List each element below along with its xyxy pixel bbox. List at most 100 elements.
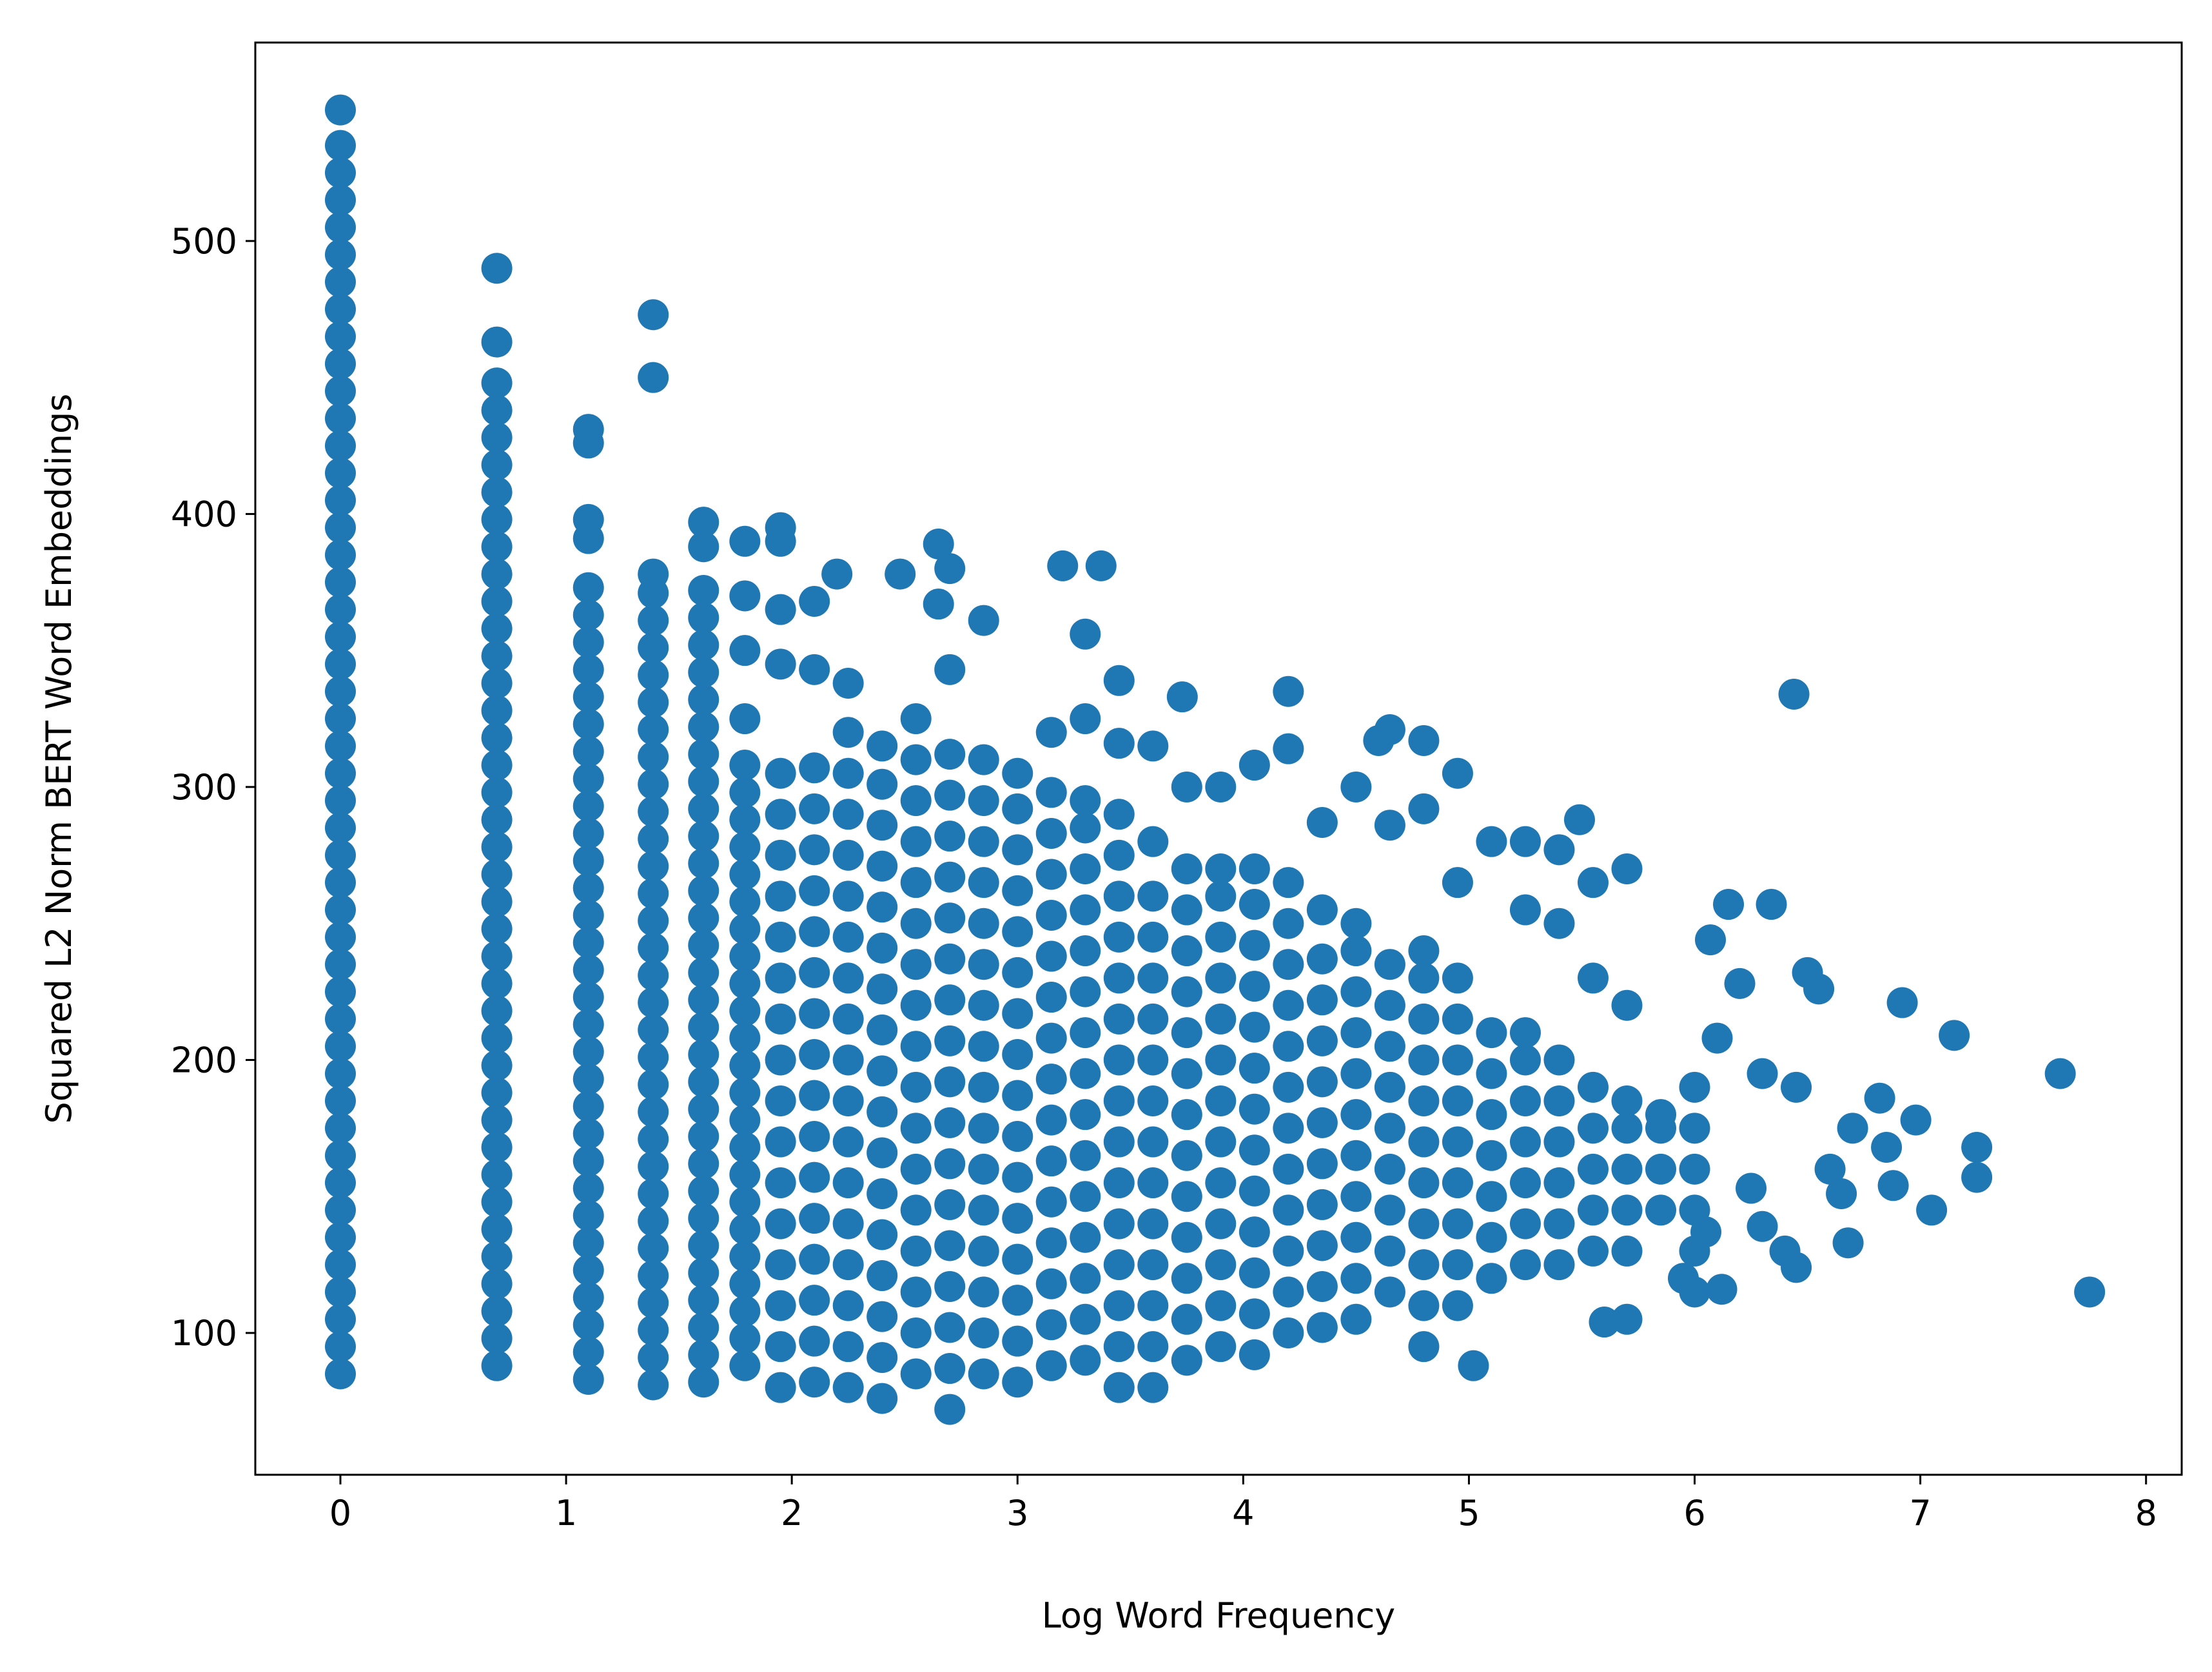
point xyxy=(1171,1058,1202,1089)
point xyxy=(481,1296,513,1327)
point xyxy=(1778,678,1810,710)
point xyxy=(1340,1221,1372,1253)
point xyxy=(1543,908,1575,939)
point xyxy=(866,1219,898,1250)
point xyxy=(1408,962,1440,994)
x-tick-label: 2 xyxy=(781,1493,803,1533)
point xyxy=(324,403,356,434)
point xyxy=(1002,1080,1033,1111)
point xyxy=(688,575,719,607)
point xyxy=(324,894,356,926)
point xyxy=(934,984,966,1016)
point xyxy=(1408,935,1440,967)
point xyxy=(1103,1167,1135,1199)
point xyxy=(1103,799,1135,830)
point xyxy=(799,793,830,824)
point xyxy=(1476,1181,1507,1212)
point xyxy=(1803,973,1835,1005)
point xyxy=(1563,804,1595,835)
point xyxy=(934,553,966,585)
point xyxy=(866,1260,898,1292)
y-tick-label: 100 xyxy=(171,1313,237,1354)
point xyxy=(1085,550,1117,581)
point xyxy=(968,867,999,899)
point xyxy=(1645,1153,1676,1185)
point xyxy=(832,880,864,912)
point xyxy=(1205,771,1237,802)
point xyxy=(481,476,513,508)
point xyxy=(1171,1140,1202,1171)
point xyxy=(799,875,830,906)
point xyxy=(1070,1181,1101,1212)
point xyxy=(1577,867,1609,899)
point xyxy=(688,929,719,961)
point xyxy=(573,572,604,603)
point xyxy=(638,878,669,909)
point xyxy=(1273,1153,1304,1185)
point xyxy=(1103,1249,1135,1281)
point xyxy=(1916,1194,1948,1226)
point xyxy=(765,839,796,871)
point xyxy=(1543,1085,1575,1116)
point xyxy=(324,94,356,126)
point xyxy=(866,850,898,882)
point xyxy=(1340,1017,1372,1049)
point xyxy=(1002,1038,1033,1070)
point xyxy=(968,1317,999,1348)
point xyxy=(324,839,356,871)
point xyxy=(1701,1022,1733,1054)
point xyxy=(1002,1243,1033,1275)
point xyxy=(1273,949,1304,980)
point xyxy=(573,982,604,1013)
point xyxy=(729,1241,761,1272)
point xyxy=(1238,1175,1270,1207)
point xyxy=(900,744,932,775)
point xyxy=(481,449,513,481)
point xyxy=(481,1131,513,1163)
point xyxy=(934,861,966,893)
point xyxy=(481,1350,513,1381)
point xyxy=(1205,1208,1237,1239)
point xyxy=(1070,853,1101,884)
point xyxy=(324,812,356,844)
point xyxy=(573,1145,604,1177)
point xyxy=(934,1148,966,1180)
point xyxy=(1273,1031,1304,1062)
point xyxy=(688,531,719,563)
point xyxy=(729,1104,761,1136)
point xyxy=(573,1118,604,1149)
point xyxy=(832,757,864,789)
point xyxy=(923,529,954,560)
point xyxy=(729,703,761,735)
point xyxy=(1577,1113,1609,1144)
point xyxy=(799,1080,830,1111)
point xyxy=(885,558,916,590)
point xyxy=(1306,1025,1338,1056)
point xyxy=(1442,1208,1473,1239)
point xyxy=(1939,1020,1970,1051)
point xyxy=(688,1203,719,1234)
point xyxy=(481,913,513,945)
point xyxy=(573,414,604,445)
point xyxy=(1273,676,1304,707)
point xyxy=(968,1153,999,1185)
point xyxy=(688,739,719,770)
point xyxy=(729,777,761,808)
point xyxy=(1137,1331,1169,1363)
point xyxy=(934,1353,966,1385)
point xyxy=(1306,806,1338,838)
point xyxy=(1238,929,1270,961)
x-tick-label: 6 xyxy=(1683,1493,1705,1533)
point xyxy=(1205,1003,1237,1035)
point xyxy=(729,1268,761,1299)
point xyxy=(1070,1303,1101,1335)
point xyxy=(832,668,864,699)
point xyxy=(573,1200,604,1231)
point xyxy=(1877,1170,1909,1201)
point xyxy=(1002,1162,1033,1193)
point xyxy=(324,1331,356,1363)
point xyxy=(1035,817,1067,849)
point xyxy=(1171,771,1202,802)
point xyxy=(638,558,669,590)
